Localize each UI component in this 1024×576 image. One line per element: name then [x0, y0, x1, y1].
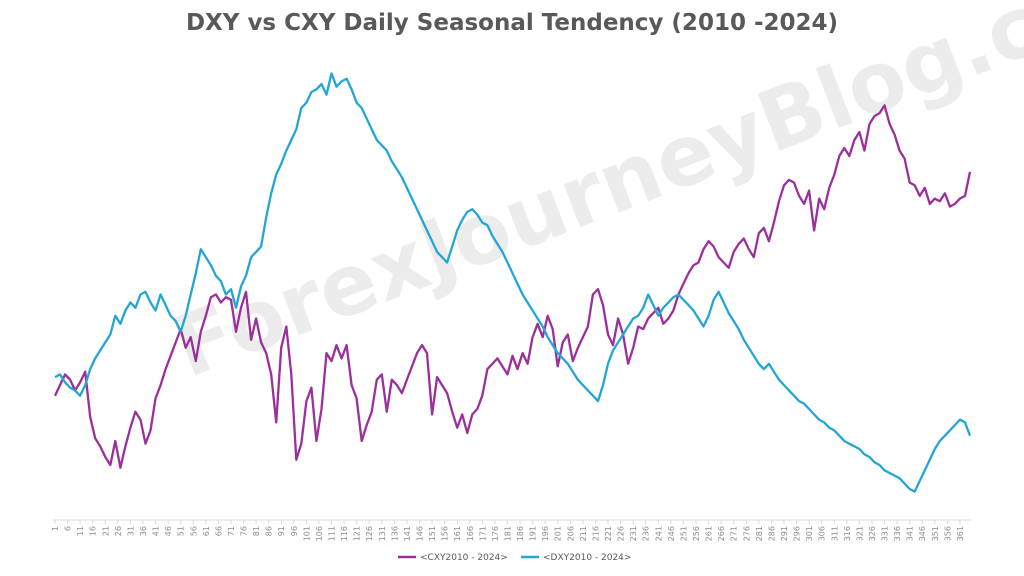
- x-tick-label: 246: [667, 526, 676, 541]
- x-tick-label: 196: [541, 526, 550, 541]
- x-tick-label: 41: [152, 526, 161, 536]
- x-tick-label: 206: [566, 526, 575, 541]
- x-tick-label: 26: [114, 526, 123, 536]
- x-tick-label: 166: [466, 526, 475, 541]
- legend-label: <CXY2010 - 2024>: [420, 553, 508, 563]
- x-tick-label: 1: [51, 526, 60, 531]
- x-tick-label: 186: [516, 526, 525, 541]
- x-tick-label: 241: [654, 526, 663, 541]
- x-tick-label: 121: [353, 526, 362, 541]
- x-tick-label: 336: [893, 526, 902, 541]
- x-tick-label: 291: [780, 526, 789, 541]
- x-tick-label: 276: [742, 526, 751, 541]
- x-tick-label: 96: [290, 526, 299, 536]
- x-tick-label: 181: [503, 526, 512, 541]
- x-tick-label: 331: [881, 526, 890, 541]
- x-tick-label: 201: [554, 526, 563, 541]
- x-tick-label: 111: [328, 526, 337, 541]
- x-tick-label: 136: [390, 526, 399, 541]
- x-tick-label: 106: [315, 526, 324, 541]
- x-tick-label: 51: [177, 526, 186, 536]
- x-tick-label: 321: [855, 526, 864, 541]
- x-tick-label: 131: [378, 526, 387, 541]
- x-tick-label: 146: [415, 526, 424, 541]
- x-tick-label: 361: [956, 526, 965, 541]
- x-tick-label: 11: [76, 526, 85, 536]
- x-tick-label: 221: [604, 526, 613, 541]
- x-tick-label: 326: [868, 526, 877, 541]
- x-tick-label: 311: [830, 526, 839, 541]
- series-line-dxy: [54, 72, 972, 493]
- x-tick-label: 116: [340, 526, 349, 541]
- x-tick-label: 31: [126, 526, 135, 536]
- x-tick-label: 341: [906, 526, 915, 541]
- x-tick-label: 351: [931, 526, 940, 541]
- x-tick-label: 161: [453, 526, 462, 541]
- x-tick-label: 21: [101, 526, 110, 536]
- x-tick-label: 236: [642, 526, 651, 541]
- x-tick-label: 71: [227, 526, 236, 536]
- x-tick-label: 156: [441, 526, 450, 541]
- x-tick-label: 126: [365, 526, 374, 541]
- x-tick-label: 251: [679, 526, 688, 541]
- x-tick-label: 81: [252, 526, 261, 536]
- x-tick-label: 316: [843, 526, 852, 541]
- legend-label: <DXY2010 - 2024>: [543, 553, 631, 563]
- x-tick-label: 66: [214, 526, 223, 536]
- x-tick-label: 266: [717, 526, 726, 541]
- x-tick-label: 261: [705, 526, 714, 541]
- x-tick-label: 226: [617, 526, 626, 541]
- x-tick-label: 281: [755, 526, 764, 541]
- x-tick-label: 211: [579, 526, 588, 541]
- x-tick-label: 176: [491, 526, 500, 541]
- x-tick-label: 296: [793, 526, 802, 541]
- series-layer: [53, 72, 972, 493]
- x-tick-label: 356: [943, 526, 952, 541]
- x-tick-label: 16: [89, 526, 98, 536]
- x-tick-label: 301: [805, 526, 814, 541]
- x-tick-label: 216: [591, 526, 600, 541]
- x-tick-label: 306: [818, 526, 827, 541]
- x-tick-label: 46: [164, 526, 173, 536]
- legend: <CXY2010 - 2024> <DXY2010 - 2024>: [398, 553, 631, 563]
- x-tick-label: 231: [629, 526, 638, 541]
- x-tick-label: 151: [428, 526, 437, 541]
- x-tick-label: 256: [692, 526, 701, 541]
- x-tick-label: 61: [202, 526, 211, 536]
- x-tick-label: 286: [767, 526, 776, 541]
- x-tick-label: 6: [64, 526, 73, 531]
- x-tick-label: 271: [730, 526, 739, 541]
- x-tick-label: 86: [265, 526, 274, 536]
- x-tick-label: 56: [189, 526, 198, 536]
- chart-title: DXY vs CXY Daily Seasonal Tendency (2010…: [185, 10, 839, 36]
- x-tick-label: 101: [302, 526, 311, 541]
- x-tick-label: 36: [139, 526, 148, 536]
- x-tick-label: 141: [403, 526, 412, 541]
- x-tick-label: 171: [478, 526, 487, 541]
- x-tick-label: 76: [240, 526, 249, 536]
- x-tick-label: 91: [277, 526, 286, 536]
- series-line-cxy: [53, 104, 972, 469]
- x-axis-ticks: 1 6 11 16 21 26 31 36 41 46 51 56 61 66 71 76 81 86 91 96 10…: [51, 520, 965, 541]
- x-tick-label: 346: [918, 526, 927, 541]
- x-tick-label: 191: [529, 526, 538, 541]
